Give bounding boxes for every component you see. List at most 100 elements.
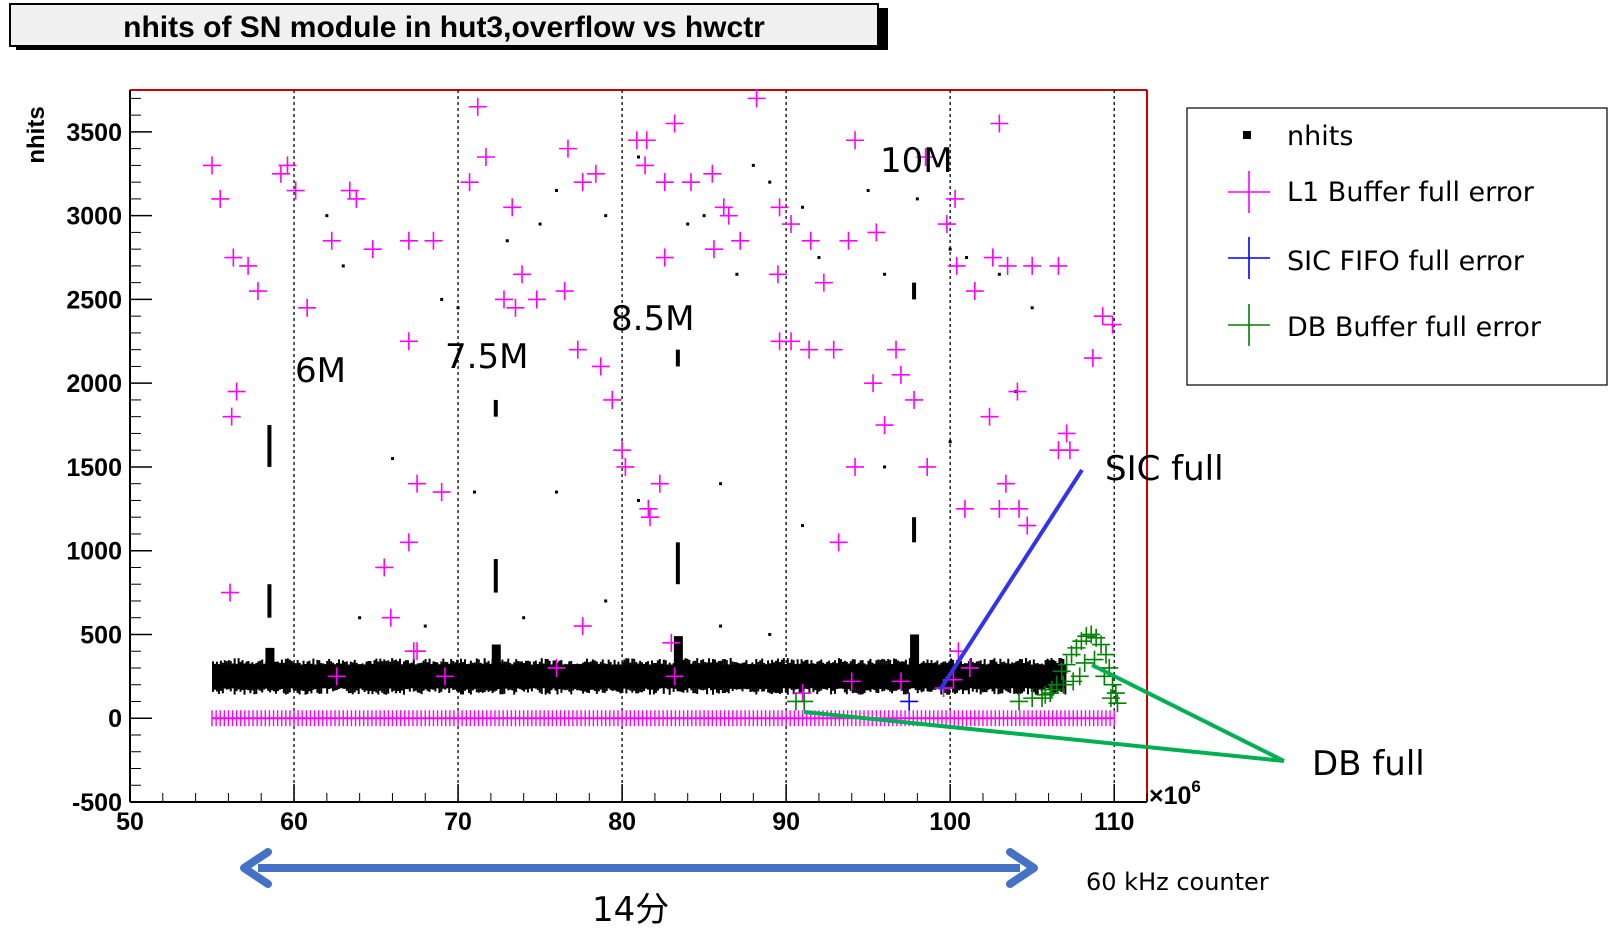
db-error-point — [795, 692, 814, 711]
nhits-point — [794, 663, 797, 690]
l1-error-point — [278, 156, 297, 175]
nhits-point — [530, 664, 533, 692]
nhits-point — [276, 661, 279, 692]
nhits-point — [694, 660, 697, 694]
l1-error-point — [782, 215, 801, 234]
nhits-point — [548, 660, 551, 695]
nhits-point — [928, 663, 931, 692]
annotation-layer: 6M 7.5M 8.5M 10M SIC full DB full 60 kHz… — [240, 141, 1425, 929]
nhits-point — [617, 661, 620, 692]
nhits-point — [387, 660, 390, 694]
nhits-point — [902, 661, 905, 695]
nhits-point — [965, 256, 969, 260]
nhits-point — [647, 661, 650, 690]
nhits-point — [1064, 664, 1067, 695]
nhits-point — [353, 659, 356, 693]
nhits-point — [278, 662, 281, 690]
nhits-point — [503, 661, 506, 694]
l1-error-point — [768, 265, 787, 284]
nhits-point — [566, 664, 569, 690]
nhits-point — [554, 660, 557, 691]
nhits-point — [542, 663, 545, 689]
y-tick-label: 2000 — [66, 370, 122, 398]
l1-error-point — [875, 416, 894, 435]
nhits-point — [423, 624, 427, 628]
nhits-point — [316, 659, 319, 693]
nhits-point — [719, 660, 722, 691]
nhits-point — [747, 664, 750, 690]
nhits-point — [375, 658, 378, 693]
annotation-7-5m: 7.5M — [445, 337, 528, 377]
nhits-point — [817, 256, 821, 260]
l1-error-point — [801, 231, 820, 250]
y-tick-label: 1000 — [66, 538, 122, 566]
nhits-point — [472, 490, 476, 494]
nhits-point — [763, 662, 766, 692]
nhits-point — [717, 660, 720, 694]
l1-error-point — [460, 173, 479, 192]
nhits-point — [578, 663, 581, 691]
y-tick-label: 3500 — [66, 119, 122, 147]
l1-error-point — [248, 282, 267, 301]
l1-error-point — [637, 131, 656, 150]
nhits-point — [507, 658, 510, 691]
nhits-point — [458, 663, 461, 693]
nhits-point — [493, 661, 496, 692]
nhits-point — [808, 663, 811, 694]
nhits-point — [771, 659, 774, 694]
nhits-point — [550, 664, 553, 691]
nhits-point — [690, 663, 693, 691]
nhits-point — [481, 663, 484, 693]
l1-error-point — [662, 633, 681, 652]
x-multiplier-exp: 6 — [1191, 777, 1200, 796]
nhits-point — [568, 661, 571, 692]
nhits-point — [755, 658, 758, 695]
nhits-point — [282, 662, 285, 694]
l1-error-point — [640, 508, 659, 527]
nhits-point — [233, 658, 236, 695]
l1-error-point — [408, 474, 427, 493]
nhits-point — [229, 660, 232, 692]
nhits-point — [406, 660, 409, 690]
nhits-point — [215, 661, 218, 692]
nhits-point — [511, 664, 514, 691]
nhits-point — [271, 658, 274, 691]
y-axis-title: nhits — [23, 106, 50, 163]
nhits-point — [745, 660, 748, 690]
nhits-burst-peak — [491, 644, 501, 667]
l1-error-point — [613, 441, 632, 460]
nhits-point — [389, 661, 392, 689]
nhits-point — [806, 659, 809, 690]
nhits-point — [267, 664, 270, 691]
nhits-point — [692, 661, 695, 694]
nhits-point — [1011, 662, 1014, 689]
nhits-point — [792, 660, 795, 695]
nhits-point — [330, 661, 333, 689]
nhits-point — [599, 661, 602, 690]
nhits-point — [255, 663, 258, 695]
nhits-point — [637, 155, 640, 159]
nhits-point — [897, 660, 900, 690]
nhits-point — [983, 659, 986, 693]
legend-marker-l1 — [1228, 171, 1270, 213]
nhits-point — [231, 663, 234, 689]
l1-error-point — [227, 382, 246, 401]
nhits-point — [554, 189, 558, 193]
nhits-point — [324, 664, 327, 689]
nhits-point — [708, 658, 711, 689]
nhits-point — [688, 659, 691, 689]
l1-error-point — [468, 97, 487, 116]
nhits-point — [895, 659, 898, 691]
nhits-point — [969, 658, 972, 689]
nhits-point — [536, 664, 539, 691]
nhits-point — [1001, 662, 1004, 694]
nhits-point — [475, 658, 478, 693]
nhits-point — [440, 297, 444, 301]
nhits-point — [865, 664, 868, 691]
l1-error-point — [665, 114, 684, 133]
nhits-point — [650, 660, 653, 690]
nhits-point — [812, 663, 815, 693]
nhits-point — [920, 662, 923, 693]
l1-error-point — [568, 340, 587, 359]
nhits-point — [544, 658, 547, 695]
